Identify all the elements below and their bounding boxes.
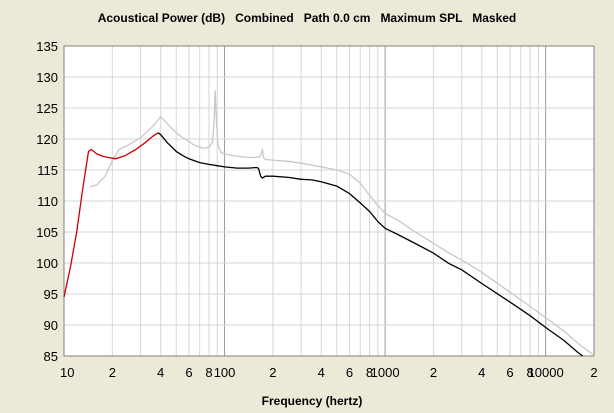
y-tick-label: 125 [36,101,58,116]
y-tick-label: 85 [44,349,58,364]
x-tick-label: 4 [157,365,164,380]
y-tick-label: 90 [44,318,58,333]
x-tick-label: 8 [366,365,373,380]
x-tick-label: 6 [346,365,353,380]
chart-title: Acoustical Power (dB) Combined Path 0.0 … [97,11,517,25]
series-line-1 [89,89,595,356]
series-line-2 [63,132,159,298]
x-tick-label: 10000 [528,365,564,380]
x-tick-label: 1000 [371,365,400,380]
x-axis-label: Frequency (hertz) [261,394,363,408]
x-tick-label: 8 [526,365,533,380]
x-tick-label: 2 [430,365,437,380]
x-tick-label: 2 [269,365,276,380]
x-tick-label: 100 [214,365,236,380]
plot-border [63,45,595,357]
x-tick-label: 4 [478,365,485,380]
series-line-3 [157,132,584,357]
y-tick-label: 105 [36,225,58,240]
y-tick-label: 100 [36,256,58,271]
x-tick-label: 4 [318,365,325,380]
y-tick-label: 95 [44,287,58,302]
y-tick-label: 115 [37,163,58,178]
x-tick-label: 2 [109,365,116,380]
x-tick-label: 6 [506,365,513,380]
x-tick-label: 10 [60,365,74,380]
y-tick-label: 130 [36,70,58,85]
y-tick-label: 120 [36,132,58,147]
x-tick-label: 2 [590,365,597,380]
y-tick-label: 135 [36,39,58,54]
x-tick-label: 6 [185,365,192,380]
y-tick-label: 110 [37,194,58,209]
x-tick-label: 8 [205,365,212,380]
